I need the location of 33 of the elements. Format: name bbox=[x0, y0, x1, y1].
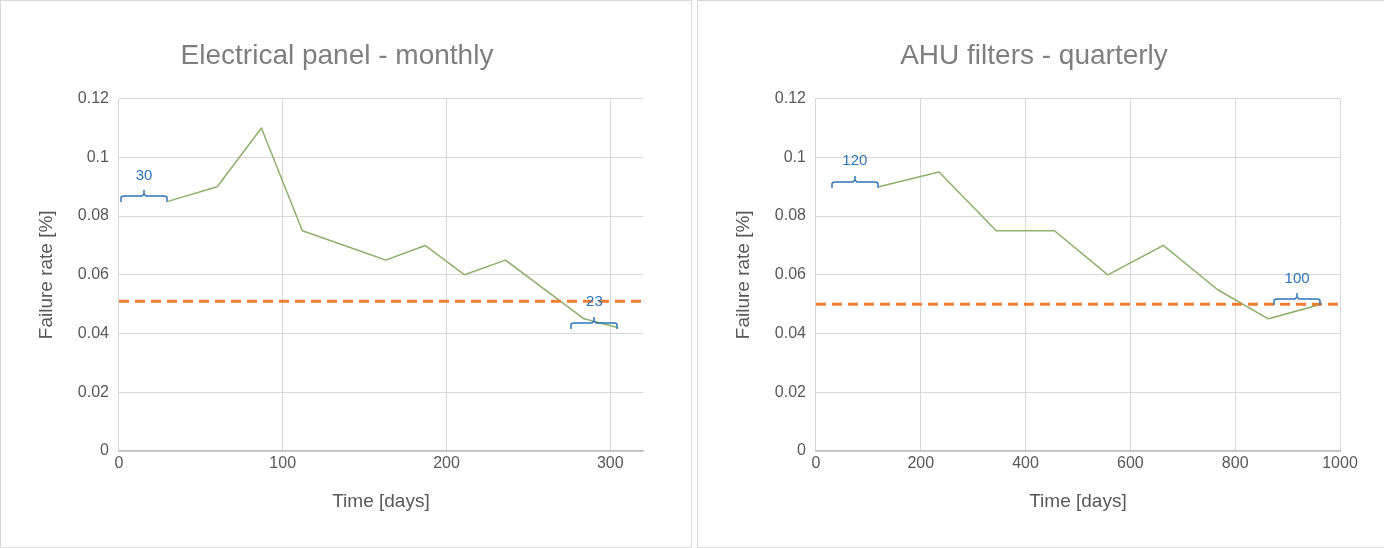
y-tick-label: 0.08 bbox=[77, 206, 110, 224]
x-tick-label: 400 bbox=[1012, 454, 1040, 472]
x-tick-label: 100 bbox=[269, 454, 297, 472]
y-tick-label: 0.04 bbox=[774, 323, 807, 341]
y-tick-label: 0.02 bbox=[77, 382, 110, 400]
y-tick-label: 0.08 bbox=[774, 206, 807, 224]
y-tick-label: 0.02 bbox=[774, 382, 807, 400]
x-tick-label: 300 bbox=[596, 454, 624, 472]
x-tick-label: 600 bbox=[1117, 454, 1144, 472]
x-axis-title: Time [days] bbox=[332, 489, 430, 511]
y-tick-label: 0.06 bbox=[774, 265, 807, 283]
y-tick-label: 0.12 bbox=[77, 89, 110, 107]
y-tick-label: 0 bbox=[100, 441, 110, 459]
chart-title: AHU filters - quarterly bbox=[900, 38, 1168, 70]
x-tick-label: 0 bbox=[811, 454, 821, 472]
x-tick-label: 200 bbox=[433, 454, 460, 472]
y-tick-label: 0 bbox=[797, 441, 807, 459]
y-tick-label: 0.12 bbox=[774, 89, 807, 107]
annotation: 100 bbox=[1284, 268, 1310, 286]
y-axis-title: Failure rate [%] bbox=[34, 210, 56, 340]
y-axis-title: Failure rate [%] bbox=[731, 210, 753, 340]
x-tick-label: 0 bbox=[114, 454, 124, 472]
y-tick-label: 0.06 bbox=[77, 265, 110, 283]
x-tick-label: 800 bbox=[1221, 454, 1249, 472]
annotation: 120 bbox=[842, 151, 868, 169]
x-tick-label: 200 bbox=[907, 454, 935, 472]
chart-title: Electrical panel - monthly bbox=[180, 38, 494, 70]
y-tick-label: 0.1 bbox=[86, 147, 110, 165]
x-tick-label: 1000 bbox=[1322, 454, 1358, 472]
y-tick-label: 0.1 bbox=[783, 147, 807, 165]
y-tick-label: 0.04 bbox=[77, 323, 110, 341]
annotation: 30 bbox=[135, 166, 153, 184]
x-axis-title: Time [days] bbox=[1029, 489, 1127, 511]
